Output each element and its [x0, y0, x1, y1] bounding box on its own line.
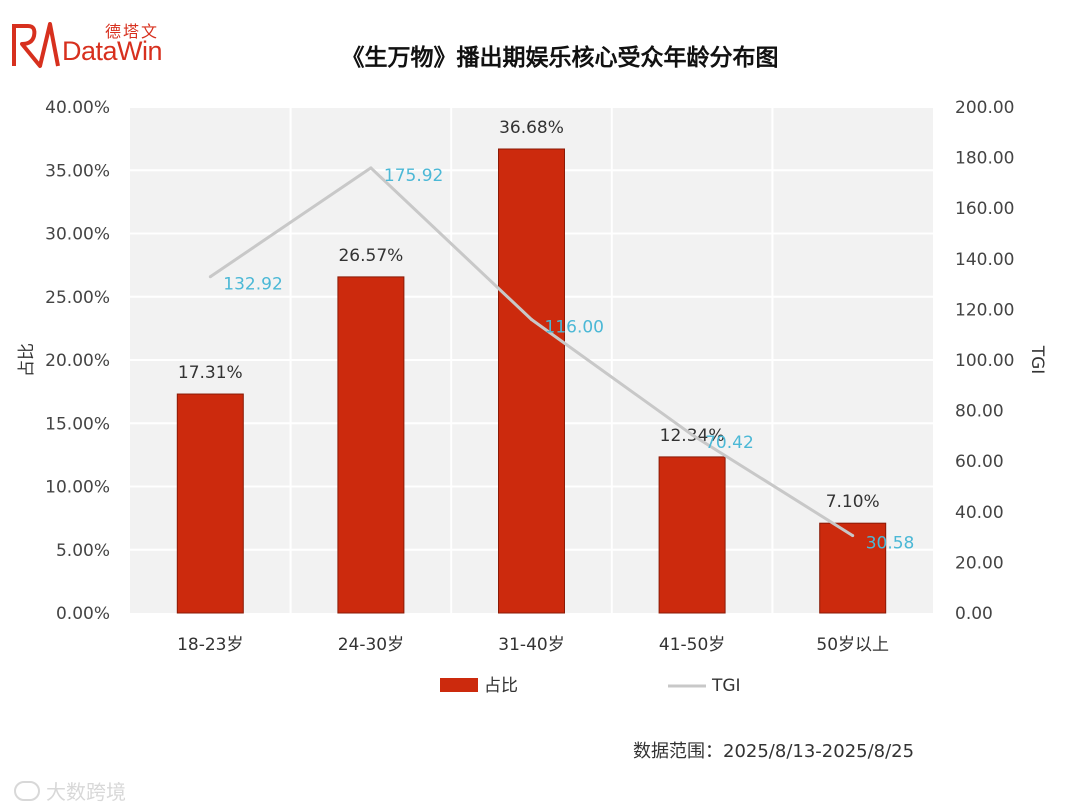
y2-tick-label: 140.00	[955, 250, 1014, 270]
y-tick-label: 35.00%	[45, 161, 110, 181]
tgi-point	[208, 275, 212, 279]
line-labels: 132.92 175.92 116.00 70.42 30.58	[223, 166, 914, 554]
brand-cn: 德塔文	[105, 22, 160, 41]
y-tick-label: 40.00%	[45, 98, 110, 118]
y-tick-label: 5.00%	[56, 541, 110, 561]
x-tick-label: 31-40岁	[498, 635, 564, 655]
bar-value-label: 7.10%	[826, 492, 880, 512]
x-tick-label: 41-50岁	[659, 635, 725, 655]
y-tick-label: 10.00%	[45, 478, 110, 498]
datawin-logo-icon	[12, 22, 60, 68]
left-axis-ticks: 0.00% 5.00% 10.00% 15.00% 20.00% 25.00% 30.00%…	[45, 98, 110, 624]
tgi-point	[690, 433, 694, 437]
date-range-footnote: 数据范围：2025/8/13-2025/8/25	[633, 741, 915, 762]
x-tick-label: 50岁以上	[816, 635, 889, 655]
bar-value-label: 17.31%	[178, 363, 243, 383]
bar-labels: 17.31%26.57%36.68%12.34%7.10%	[178, 118, 880, 512]
y-tick-label: 15.00%	[45, 414, 110, 434]
y2-tick-label: 200.00	[955, 98, 1014, 118]
tgi-value-label: 30.58	[866, 534, 915, 554]
y2-tick-label: 80.00	[955, 402, 1004, 422]
y-tick-label: 20.00%	[45, 351, 110, 371]
watermark-icon	[14, 780, 40, 801]
watermark: 大数跨境	[14, 776, 126, 805]
y2-tick-label: 0.00	[955, 604, 993, 624]
x-tick-label: 24-30岁	[338, 635, 404, 655]
tgi-point	[530, 318, 533, 322]
bar-series	[176, 148, 887, 614]
y2-tick-label: 160.00	[955, 199, 1014, 219]
line-series	[208, 166, 855, 538]
tgi-point	[369, 166, 373, 170]
tgi-value-label: 132.92	[223, 275, 282, 295]
bar-value-label: 26.57%	[338, 246, 403, 266]
bar-value-label: 36.68%	[499, 118, 564, 138]
legend-bar-swatch	[440, 678, 478, 692]
legend-bar-label: 占比	[484, 676, 518, 696]
legend: 占比 TGI	[440, 676, 741, 696]
y-axis-label: 占比	[17, 343, 37, 377]
bar	[498, 148, 565, 614]
y-tick-label: 30.00%	[45, 225, 110, 245]
bar	[819, 522, 887, 614]
brand-en: DataWin	[62, 36, 163, 66]
y2-axis-label: TGI	[1027, 345, 1047, 375]
tgi-value-label: 175.92	[384, 166, 443, 186]
brand-logo: 德塔文 DataWin	[10, 14, 170, 70]
bar	[176, 393, 244, 614]
x-tick-label: 18-23岁	[177, 635, 243, 655]
bar	[658, 456, 726, 614]
y2-tick-label: 180.00	[955, 149, 1014, 169]
x-axis-ticks: 18-23岁 24-30岁 31-40岁 41-50岁 50岁以上	[177, 635, 889, 655]
y2-tick-label: 40.00	[955, 503, 1004, 523]
y2-tick-label: 20.00	[955, 553, 1004, 573]
tgi-value-label: 70.42	[705, 433, 754, 453]
bar	[337, 276, 405, 614]
legend-line-label: TGI	[711, 676, 741, 696]
y-tick-label: 25.00%	[45, 288, 110, 308]
tgi-point	[851, 534, 855, 538]
y2-tick-label: 120.00	[955, 300, 1014, 320]
tgi-value-label: 116.00	[545, 318, 604, 338]
y2-tick-label: 60.00	[955, 452, 1004, 472]
watermark-text: 大数跨境	[46, 780, 126, 804]
y-tick-label: 0.00%	[56, 604, 110, 624]
y2-tick-label: 100.00	[955, 351, 1014, 371]
right-axis-ticks: 0.00 20.00 40.00 60.00 80.00 100.00 120.00 140.…	[955, 98, 1014, 624]
chart-title: 《生万物》播出期娱乐核心受众年龄分布图	[341, 45, 779, 71]
